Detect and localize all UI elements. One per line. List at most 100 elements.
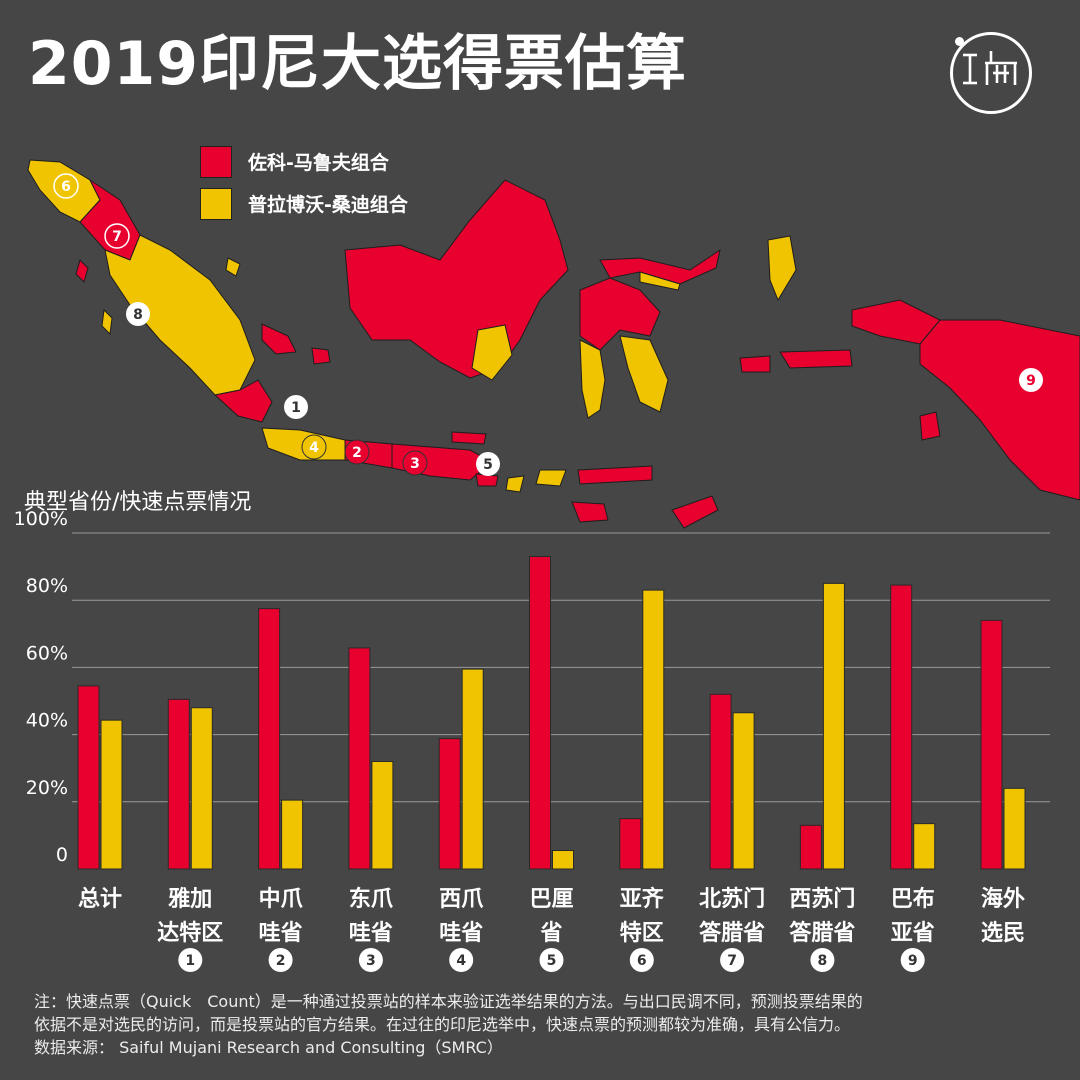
bar-jokowi — [619, 818, 642, 870]
y-tick-label: 100% — [14, 508, 68, 530]
category-marker-icon — [449, 948, 474, 972]
x-category-label: 北苏门 — [699, 886, 765, 912]
map-marker-label: 6 — [61, 179, 71, 195]
map-region-buru — [739, 355, 771, 373]
category-marker-label: 1 — [185, 953, 195, 969]
bar-prabowo — [822, 582, 845, 870]
category-marker-icon — [539, 948, 564, 972]
bar-prabowo — [371, 760, 394, 870]
legend-label-prabowo: 普拉博沃-桑迪组合 — [248, 194, 408, 216]
map-region-gorontalo — [639, 271, 681, 291]
y-tick-label: 20% — [26, 777, 68, 799]
bar-prabowo — [552, 850, 574, 870]
x-category-label: 雅加 — [168, 886, 212, 912]
legend-label-jokowi: 佐科-马鲁夫组合 — [248, 152, 389, 174]
x-category-label: 中爪 — [259, 887, 304, 912]
bar-jokowi — [167, 698, 190, 870]
bar-prabowo — [732, 712, 755, 870]
category-marker-icon — [810, 948, 835, 972]
x-category-label: 选民 — [981, 921, 1025, 946]
map-region-north-maluku — [767, 235, 797, 302]
x-category-label: 西爪 — [439, 887, 484, 912]
category-marker-label: 4 — [456, 953, 466, 969]
x-category-label: 总计 — [78, 886, 122, 912]
map-marker-label: 9 — [1026, 373, 1036, 389]
bar-prabowo — [100, 719, 123, 870]
category-marker-icon — [178, 948, 203, 972]
map-marker-label: 4 — [309, 440, 319, 456]
map-marker-5: 5 — [476, 452, 500, 476]
x-category-label: 海外 — [981, 886, 1025, 912]
legend-item-jokowi: 佐科-马鲁夫组合 — [200, 146, 520, 178]
category-marker-icon — [629, 948, 654, 972]
map-island-bangka — [261, 323, 297, 355]
x-category-label: 答腊省 — [699, 920, 765, 946]
category-marker-label: 2 — [276, 953, 286, 969]
map-marker-label: 2 — [352, 445, 362, 461]
map-marker-6: 6 — [53, 173, 79, 199]
map-region-ntt-timor — [671, 495, 719, 529]
map-region-ntt-flores — [577, 465, 653, 485]
initium-logo-icon — [950, 32, 1032, 114]
x-category-label: 答腊省 — [789, 920, 855, 946]
bar-jokowi — [980, 619, 1003, 870]
map-markers: 1 4 2 3 5 6 7 8 9 — [53, 173, 1043, 476]
map-island-belitung — [311, 347, 331, 365]
x-category-label: 亚省 — [891, 921, 935, 946]
x-category-label: 巴厘 — [529, 887, 573, 912]
page-title: 2019印尼大选得票估算 — [28, 29, 687, 99]
map-marker-4: 4 — [301, 434, 327, 460]
map-region-central-sulawesi — [579, 277, 661, 351]
y-tick-label: 80% — [26, 575, 68, 597]
x-category-label: 达特区 — [157, 920, 223, 946]
map-marker-label: 3 — [410, 456, 420, 472]
map-marker-9: 9 — [1019, 368, 1043, 392]
category-marker-label: 7 — [727, 953, 737, 969]
x-category-label: 特区 — [620, 920, 664, 946]
category-marker-label: 3 — [366, 953, 376, 969]
bar-jokowi — [258, 608, 281, 870]
bar-prabowo — [1003, 787, 1026, 870]
map-marker-7: 7 — [104, 223, 130, 249]
category-marker-label: 5 — [547, 953, 557, 969]
category-marker-icon — [268, 948, 293, 972]
map-marker-1: 1 — [284, 395, 308, 419]
bar-jokowi — [799, 824, 822, 870]
indonesia-map: 1 4 2 3 5 6 7 8 9 — [27, 159, 1080, 529]
map-marker-label: 8 — [133, 307, 143, 323]
bar-prabowo — [642, 589, 665, 870]
map-island-riau — [225, 257, 241, 277]
bar-prabowo — [281, 799, 304, 870]
bar-prabowo — [461, 668, 484, 870]
category-marker-icon — [358, 948, 383, 972]
map-marker-label: 1 — [291, 400, 301, 416]
legend-swatch-jokowi — [200, 146, 232, 178]
x-category-label: 巴布 — [891, 886, 935, 912]
bar-jokowi — [77, 685, 100, 870]
bar-prabowo — [913, 823, 936, 870]
bar-prabowo — [190, 707, 213, 870]
x-category-label: 哇省 — [259, 921, 303, 946]
y-tick-label: 0 — [56, 844, 68, 866]
map-region-kalimantan — [344, 179, 569, 379]
bar-jokowi — [709, 693, 732, 870]
bar-jokowi — [890, 584, 913, 870]
x-category-label: 省 — [539, 921, 562, 946]
category-marker-icon — [720, 948, 745, 972]
x-category-label: 东爪 — [349, 886, 394, 912]
map-region-madura — [451, 431, 487, 445]
bar-jokowi — [348, 647, 371, 870]
map-marker-2: 2 — [344, 439, 370, 465]
map-region-ntb — [505, 469, 567, 493]
map-region-papua — [919, 319, 1080, 501]
category-marker-label: 9 — [908, 953, 918, 969]
legend-item-prabowo: 普拉博沃-桑迪组合 — [200, 188, 520, 220]
legend-swatch-prabowo — [200, 188, 232, 220]
logo-dot — [955, 37, 964, 46]
map-region-southeast-sulawesi — [619, 335, 669, 413]
map-marker-label: 5 — [483, 457, 493, 473]
chart-subtitle: 典型省份/快速点票情况 — [24, 490, 252, 515]
category-marker-label: 6 — [637, 953, 647, 969]
map-island-tanimbar — [919, 411, 941, 441]
